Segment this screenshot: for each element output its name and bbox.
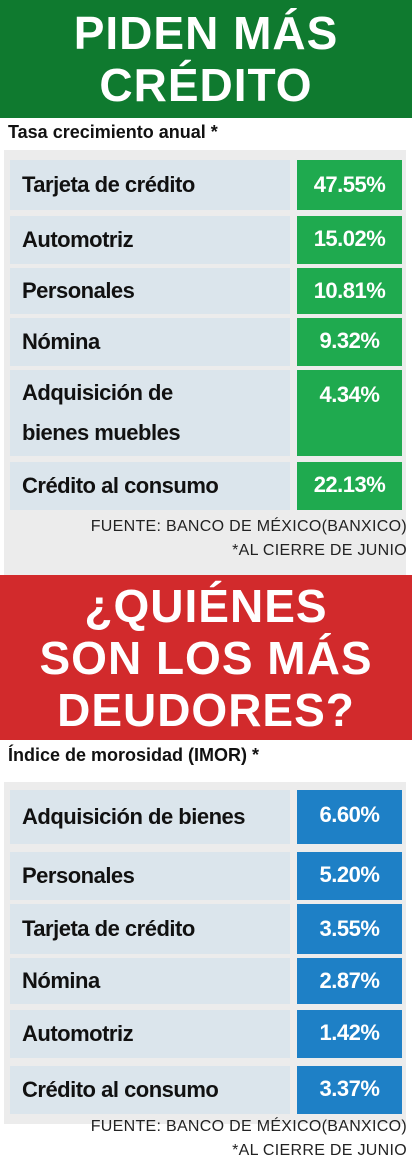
row-label: Nómina: [22, 968, 100, 993]
title-line: PIDEN MÁS: [73, 7, 339, 59]
row-value: 4.34%: [297, 370, 402, 456]
row-label-cell: Adquisición de bienes muebles: [10, 370, 290, 456]
table-row: Adquisición de bienes muebles 4.34%: [10, 370, 402, 456]
title-line: CRÉDITO: [99, 59, 313, 111]
row-value: 47.55%: [297, 160, 402, 210]
title-line: DEUDORES?: [57, 683, 355, 736]
note: *AL CIERRE DE JUNIO: [232, 542, 407, 559]
section-header: ¿QUIÉNES SON LOS MÁS DEUDORES?: [0, 575, 412, 740]
row-label: Automotriz: [22, 1021, 134, 1046]
table-row: Crédito al consumo 3.37%: [10, 1066, 402, 1114]
note: *AL CIERRE DE JUNIO: [232, 1142, 407, 1159]
table-row: Adquisición de bienes 6.60%: [10, 790, 402, 844]
row-label: Personales: [22, 863, 135, 888]
row-value: 6.60%: [297, 790, 402, 844]
source: FUENTE: BANCO DE MÉXICO(BANXICO): [90, 1118, 407, 1135]
row-label-cell: Automotriz: [10, 216, 290, 264]
row-label-cell: Tarjeta de crédito: [10, 904, 290, 954]
row-label: Personales: [22, 278, 135, 303]
row-value: 2.87%: [297, 958, 402, 1004]
row-label-cell: Crédito al consumo: [10, 1066, 290, 1114]
row-label-cell: Personales: [10, 852, 290, 900]
row-value: 22.13%: [297, 462, 402, 510]
section-header: PIDEN MÁS CRÉDITO: [0, 0, 412, 118]
table-row: Nómina 2.87%: [10, 958, 402, 1004]
subtitle: Índice de morosidad (IMOR) *: [8, 745, 260, 765]
row-label-cell: Tarjeta de crédito: [10, 160, 290, 210]
table-row: Tarjeta de crédito 47.55%: [10, 160, 402, 210]
row-label-cell: Nómina: [10, 958, 290, 1004]
title-line: SON LOS MÁS: [39, 631, 373, 684]
row-value: 3.37%: [297, 1066, 402, 1114]
row-value: 9.32%: [297, 318, 402, 366]
row-value: 10.81%: [297, 268, 402, 314]
row-label: Adquisición de bienes: [22, 804, 245, 829]
title-line: ¿QUIÉNES: [84, 579, 328, 632]
subtitle: Tasa crecimiento anual *: [8, 122, 218, 142]
row-label: Nómina: [22, 329, 100, 354]
source: FUENTE: BANCO DE MÉXICO(BANXICO): [90, 518, 407, 535]
row-value: 5.20%: [297, 852, 402, 900]
row-label-cell: Adquisición de bienes: [10, 790, 290, 844]
row-label-cell: Automotriz: [10, 1010, 290, 1058]
table: Adquisición de bienes 6.60% Personales 5.20…: [4, 782, 406, 1124]
table-row: Automotriz 1.42%: [10, 1010, 402, 1058]
row-value: 3.55%: [297, 904, 402, 954]
row-label-cell: Nómina: [10, 318, 290, 366]
row-label-cell: Personales: [10, 268, 290, 314]
table-row: Automotriz 15.02%: [10, 216, 402, 264]
table-row: Personales 5.20%: [10, 852, 402, 900]
table-row: Crédito al consumo 22.13%: [10, 462, 402, 510]
row-value: 1.42%: [297, 1010, 402, 1058]
row-label-cell: Crédito al consumo: [10, 462, 290, 510]
table-row: Nómina 9.32%: [10, 318, 402, 366]
table-row: Personales 10.81%: [10, 268, 402, 314]
table-row: Tarjeta de crédito 3.55%: [10, 904, 402, 954]
row-label: Automotriz: [22, 227, 134, 252]
row-label: Crédito al consumo: [22, 473, 219, 498]
row-value: 15.02%: [297, 216, 402, 264]
row-label: Adquisición de bienes muebles: [22, 380, 181, 445]
row-label: Crédito al consumo: [22, 1077, 219, 1102]
row-label: Tarjeta de crédito: [22, 916, 195, 941]
row-label: Tarjeta de crédito: [22, 172, 195, 197]
